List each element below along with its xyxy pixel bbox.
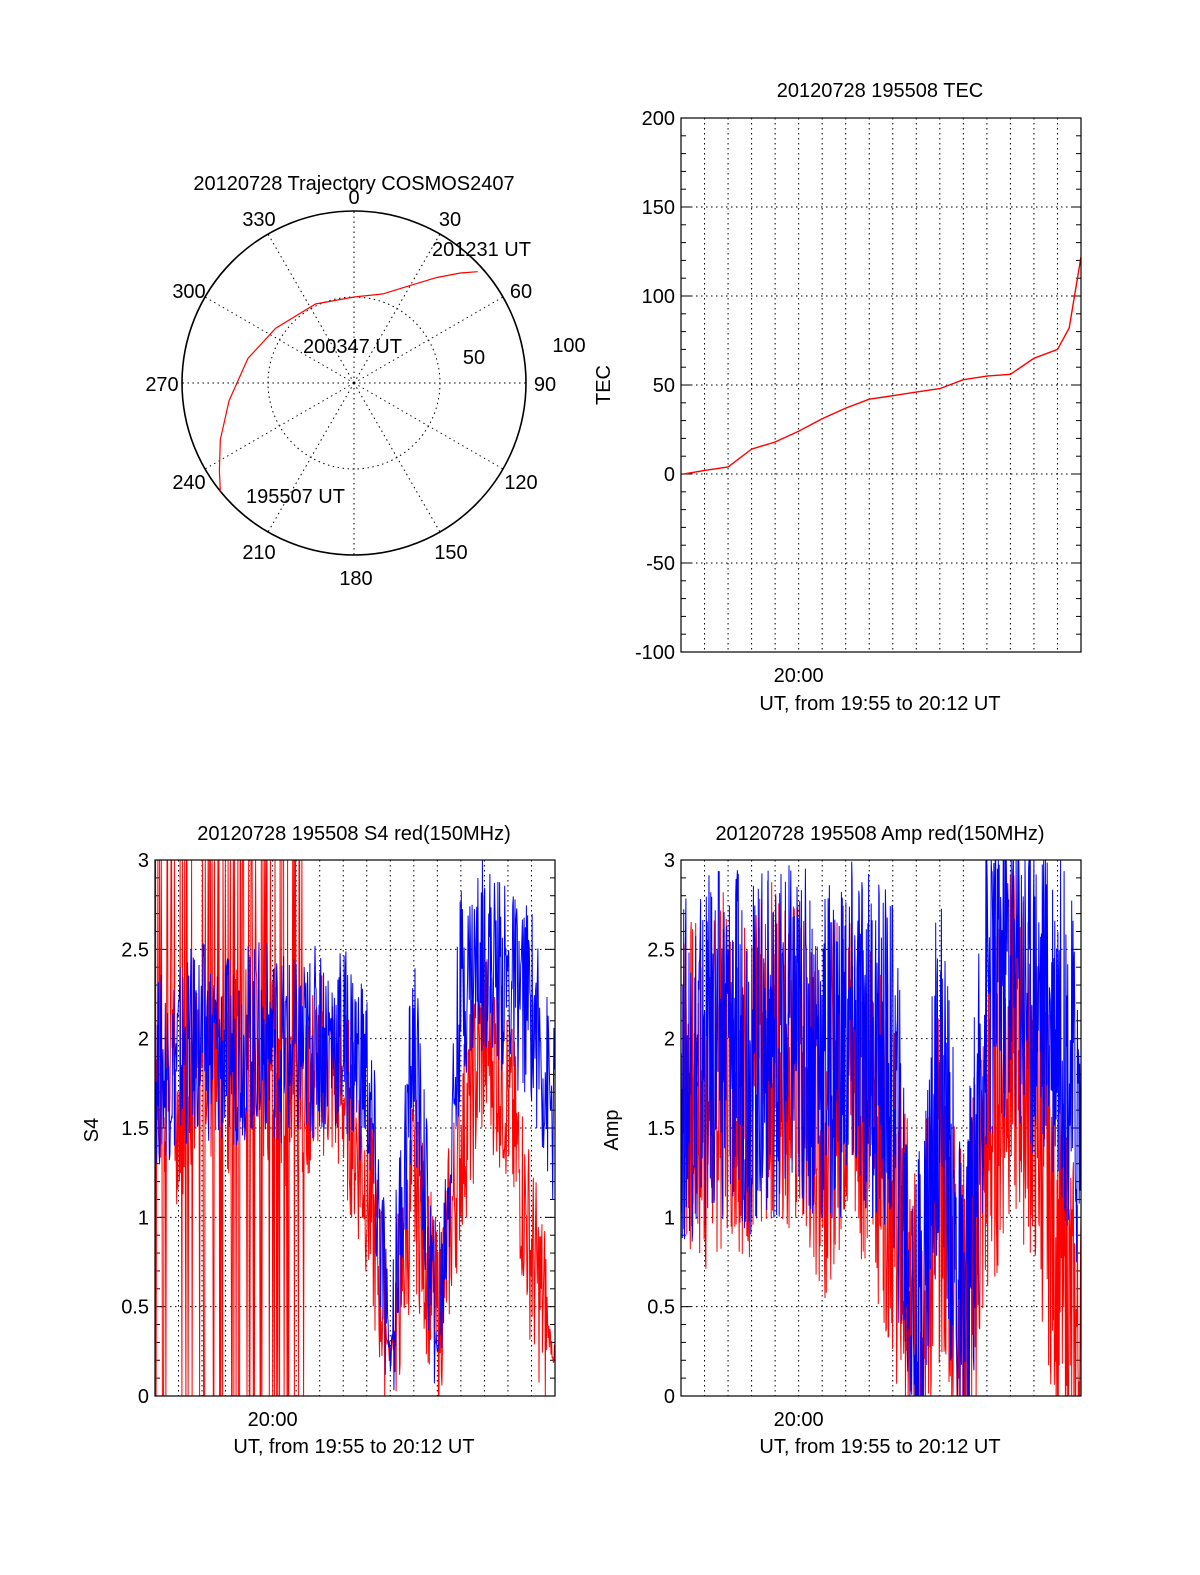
polar-elevation-label-100: 100 xyxy=(552,335,585,357)
azimuth-label-0: 0 xyxy=(348,187,359,209)
y-tick-label: 150 xyxy=(642,197,675,219)
amp-ylabel: Amp xyxy=(601,1109,623,1150)
trajectory-annotations: 195507 UT 200347 UT 201231 UT xyxy=(246,239,531,508)
y-tick-label: -50 xyxy=(646,553,675,575)
polar-azimuth-labels: 0 30 60 90 120 150 180 210 240 270 300 330 xyxy=(145,187,556,590)
trajectory-line xyxy=(218,271,478,492)
y-tick-label: 3 xyxy=(664,850,675,872)
y-tick-label: 0 xyxy=(138,1386,149,1408)
azimuth-label-330: 330 xyxy=(242,209,275,231)
y-tick-label: 0 xyxy=(664,1386,675,1408)
tec-ylabel: TEC xyxy=(593,365,615,405)
y-tick-label: 0.5 xyxy=(121,1297,149,1319)
amp-xlabel: UT, from 19:55 to 20:12 UT xyxy=(759,1436,1000,1458)
azimuth-label-120: 120 xyxy=(504,472,537,494)
polar-spoke-60 xyxy=(353,296,504,384)
azimuth-label-150: 150 xyxy=(434,542,467,564)
polar-grid xyxy=(181,210,527,556)
y-tick-label: 100 xyxy=(642,286,675,308)
polar-spoke-330 xyxy=(267,233,355,384)
y-tick-label: 200 xyxy=(642,108,675,130)
y-tick-label: 2.5 xyxy=(121,939,149,961)
series-line-blue xyxy=(155,860,555,1391)
x-tick-label: 20:00 xyxy=(248,1409,298,1431)
azimuth-label-240: 240 xyxy=(172,472,205,494)
polar-outer-circle xyxy=(181,210,527,556)
azimuth-label-90: 90 xyxy=(534,374,556,396)
y-tick-label: 1 xyxy=(664,1207,675,1229)
y-tick-label: 2 xyxy=(138,1029,149,1051)
y-tick-label: 50 xyxy=(653,375,675,397)
s4-plot-area: 3 2.5 2 1.5 1 0.5 0 20:00 xyxy=(121,850,556,1431)
azimuth-label-30: 30 xyxy=(439,209,461,231)
y-tick-label: -100 xyxy=(635,642,675,664)
plot-frame xyxy=(154,859,556,1397)
y-tick-label: 0 xyxy=(664,464,675,486)
y-tick-label: 0.5 xyxy=(647,1297,675,1319)
azimuth-label-300: 300 xyxy=(172,281,205,303)
s4-title: 20120728 195508 S4 red(150MHz) xyxy=(197,823,511,845)
y-tick-label: 1 xyxy=(138,1207,149,1229)
y-tick-label: 3 xyxy=(138,850,149,872)
tec-xlabel: UT, from 19:55 to 20:12 UT xyxy=(759,693,1000,715)
azimuth-label-180: 180 xyxy=(339,568,372,590)
polar-spoke-30 xyxy=(353,233,441,384)
s4-ylabel: S4 xyxy=(81,1118,103,1142)
azimuth-label-60: 60 xyxy=(510,281,532,303)
trajectory-start-label: 195507 UT xyxy=(246,486,345,508)
polar-spoke-300 xyxy=(204,296,355,384)
amp-plot-area: 3 2.5 2 1.5 1 0.5 0 20:00 xyxy=(647,850,1082,1431)
plot-frame xyxy=(680,859,1082,1397)
polar-spoke-120 xyxy=(353,382,504,470)
azimuth-label-270: 270 xyxy=(145,374,178,396)
trajectory-end-label: 201231 UT xyxy=(432,239,531,261)
plot-frame xyxy=(680,117,1082,653)
polar-trajectory-panel: 20120728 Trajectory COSMOS2407 0 30 60 90 12… xyxy=(145,173,585,590)
y-tick-label: 1.5 xyxy=(647,1118,675,1140)
y-tick-label: 2.5 xyxy=(647,939,675,961)
x-tick-label: 20:00 xyxy=(774,1409,824,1431)
trajectory-mid-label: 200347 UT xyxy=(303,336,402,358)
polar-spoke-150 xyxy=(353,382,441,533)
series-line-red xyxy=(681,869,1081,1396)
series-line-red xyxy=(683,256,1081,475)
polar-spoke-210 xyxy=(267,382,355,533)
polar-elevation-label-50: 50 xyxy=(463,347,485,369)
polar-title: 20120728 Trajectory COSMOS2407 xyxy=(193,173,514,195)
amp-panel: 20120728 195508 Amp red(150MHz) 3 2.5 2 1.5… xyxy=(601,823,1082,1458)
s4-panel: 20120728 195508 S4 red(150MHz) 3 2.5 2 1.5 1… xyxy=(81,823,556,1458)
tec-plot-area: 200 150 100 50 0 -50 -100 20:00 xyxy=(635,108,1082,687)
azimuth-label-210: 210 xyxy=(242,542,275,564)
tec-title: 20120728 195508 TEC xyxy=(777,80,983,102)
series-line-blue xyxy=(681,860,1081,1396)
polar-spoke-240 xyxy=(204,382,355,470)
tec-panel: 20120728 195508 TEC 200150100500-50-1002… xyxy=(593,80,1082,715)
s4-xlabel: UT, from 19:55 to 20:12 UT xyxy=(233,1436,474,1458)
amp-title: 20120728 195508 Amp red(150MHz) xyxy=(715,823,1044,845)
y-tick-label: 1.5 xyxy=(121,1118,149,1140)
y-tick-label: 2 xyxy=(664,1029,675,1051)
x-tick-label: 20:00 xyxy=(774,665,824,687)
